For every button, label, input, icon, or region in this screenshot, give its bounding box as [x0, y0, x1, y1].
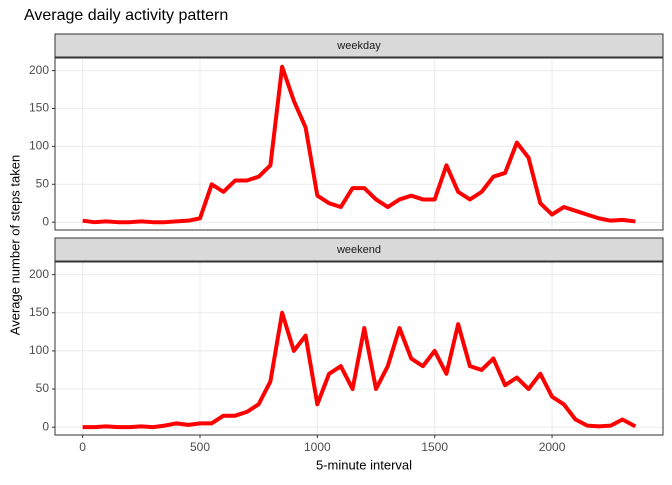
y-tick-label: 200 [29, 267, 49, 281]
y-tick-label: 50 [36, 176, 50, 190]
facet-strip [54, 237, 664, 262]
x-tick-label: 1000 [304, 440, 331, 454]
y-tick-label: 50 [36, 381, 50, 395]
y-tick-label: 0 [42, 214, 49, 228]
y-tick-label: 150 [29, 305, 49, 319]
x-tick-label: 1500 [421, 440, 448, 454]
x-tick-label: 0 [79, 440, 86, 454]
data-line [82, 64, 636, 225]
x-tick-label: 2000 [539, 440, 566, 454]
y-tick-label: 0 [42, 419, 49, 433]
y-tick-label: 200 [29, 63, 49, 77]
facet-label: weekend [336, 244, 381, 256]
facet-label: weekday [336, 40, 381, 52]
y-tick-label: 150 [29, 101, 49, 115]
facet-strip [54, 33, 664, 58]
y-tick-label: 100 [29, 343, 49, 357]
panel-border [54, 261, 664, 436]
y-tick-label: 100 [29, 139, 49, 153]
data-line [82, 310, 637, 430]
chart-title: Average daily activity pattern [24, 7, 228, 24]
panel-border [54, 57, 664, 231]
y-axis-title: Average number of steps taken [7, 155, 22, 335]
x-tick-label: 500 [190, 440, 210, 454]
x-axis-title: 5-minute interval [316, 457, 412, 472]
